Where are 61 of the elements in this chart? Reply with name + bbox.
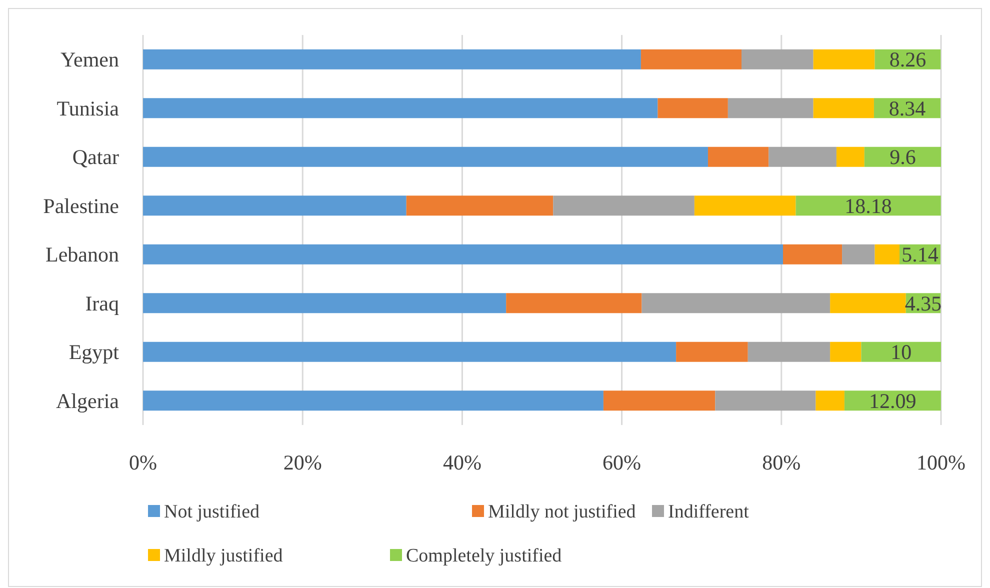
data-label: 12.09 xyxy=(869,388,916,413)
x-tick-label: 80% xyxy=(762,450,801,474)
bar xyxy=(864,146,941,167)
bar xyxy=(143,390,604,411)
data-label: 8.34 xyxy=(888,96,926,120)
legend-label: Not justified xyxy=(164,502,260,523)
bar xyxy=(708,146,769,167)
bar xyxy=(603,390,716,411)
bar xyxy=(768,146,836,167)
data-label: 18.18 xyxy=(844,194,892,218)
y-tick-label: Egypt xyxy=(68,340,120,364)
bar xyxy=(694,196,796,216)
data-label: 8.26 xyxy=(889,48,926,72)
x-tick-label: 20% xyxy=(283,450,322,474)
legend-label: Completely justified xyxy=(406,546,562,567)
legend-label: Indifferent xyxy=(668,502,750,523)
bar xyxy=(143,98,658,118)
bar xyxy=(742,49,814,70)
bar xyxy=(658,98,728,118)
y-tick-label: Iraq xyxy=(85,291,120,316)
legend-label: Mildly not justified xyxy=(488,502,636,523)
bar xyxy=(143,196,406,216)
y-tick-label: Qatar xyxy=(72,145,119,170)
bar xyxy=(816,390,844,411)
x-tick-label: 0% xyxy=(129,450,157,474)
bar xyxy=(874,244,900,264)
legend-label: Mildly justified xyxy=(164,546,284,567)
bar xyxy=(143,342,676,362)
bar xyxy=(143,146,708,167)
y-tick-label: Palestine xyxy=(43,194,119,218)
bar xyxy=(782,244,842,264)
x-tick-label: 100% xyxy=(916,450,966,474)
bar xyxy=(406,196,554,216)
bar xyxy=(143,244,783,264)
y-tick-label: Lebanon xyxy=(46,242,120,267)
bar xyxy=(813,98,874,118)
bar xyxy=(642,293,830,314)
bar xyxy=(813,49,875,70)
bar xyxy=(728,98,814,118)
y-tick-label: Algeria xyxy=(56,388,120,413)
y-tick-label: Yemen xyxy=(60,48,120,72)
bar xyxy=(830,293,906,314)
y-tick-label: Tunisia xyxy=(56,96,120,120)
bar xyxy=(143,293,506,314)
x-tick-label: 60% xyxy=(602,450,642,474)
bar xyxy=(830,342,862,362)
bar xyxy=(842,244,875,264)
bar xyxy=(143,49,641,70)
bar xyxy=(796,196,941,216)
bar xyxy=(836,146,864,167)
data-label: 5.14 xyxy=(902,242,939,267)
data-label: 10 xyxy=(890,340,912,364)
data-label: 9.6 xyxy=(890,145,916,170)
bar xyxy=(553,196,694,216)
bar xyxy=(715,390,816,411)
bar xyxy=(506,293,642,314)
bar xyxy=(676,342,748,362)
bar xyxy=(640,49,742,70)
x-tick-label: 40% xyxy=(442,450,482,474)
bar xyxy=(861,342,941,362)
bar xyxy=(748,342,830,362)
